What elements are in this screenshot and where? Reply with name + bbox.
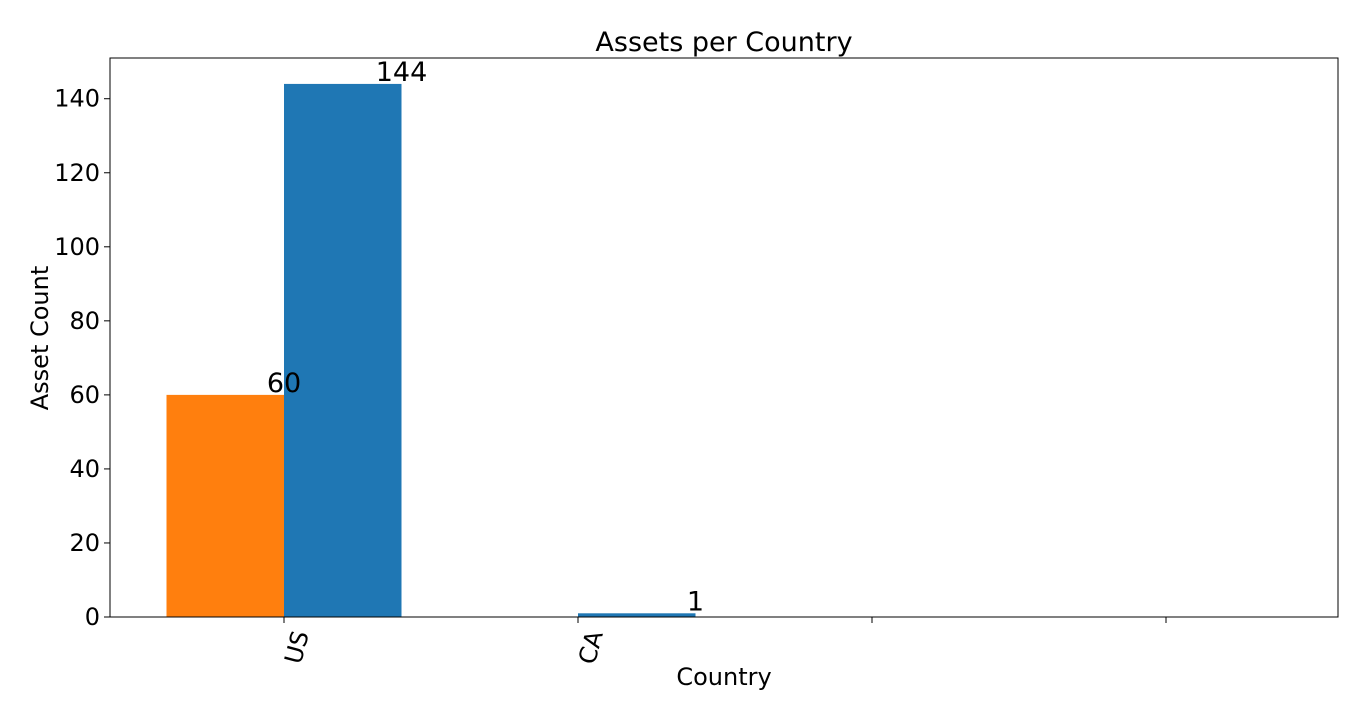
y-axis: 0 20 40 60 80 100 120 140 xyxy=(54,85,110,631)
x-tick-label-ca: CA xyxy=(573,627,609,667)
data-label: 1 xyxy=(687,586,704,617)
y-tick-label: 140 xyxy=(54,85,100,113)
x-axis: US CA xyxy=(279,617,1167,667)
y-tick-label: 60 xyxy=(69,381,100,409)
y-tick-label: 80 xyxy=(69,307,100,335)
plot-area: 60 144 1 xyxy=(166,57,704,617)
y-tick-label: 120 xyxy=(54,159,100,187)
y-axis-label: Asset Count xyxy=(26,266,54,411)
chart-title: Assets per Country xyxy=(595,27,852,58)
x-tick-label-us: US xyxy=(279,628,315,667)
bar-us-series-0 xyxy=(166,394,284,617)
bar-ca-series-1 xyxy=(578,613,696,617)
y-tick-label: 20 xyxy=(69,529,100,557)
y-tick-label: 40 xyxy=(69,455,100,483)
x-axis-label: Country xyxy=(676,663,771,691)
y-tick-label: 100 xyxy=(54,233,100,261)
y-tick-label: 0 xyxy=(85,603,100,631)
data-label: 144 xyxy=(376,57,428,88)
plot-frame xyxy=(109,57,1339,618)
data-label: 60 xyxy=(267,368,301,399)
bar-us-series-1 xyxy=(284,83,402,617)
